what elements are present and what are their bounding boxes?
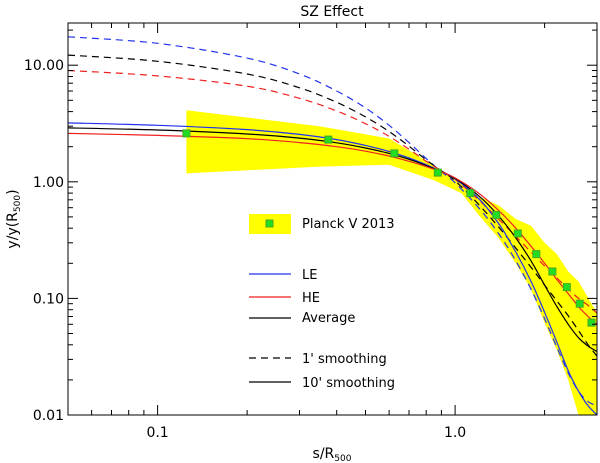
x-tick-label-0: 0.1 [146,425,168,441]
plot-frame [67,22,598,416]
planck-points-layer [182,129,596,327]
series-line-average-1arcmin [68,54,597,357]
planck-data-point-4 [466,189,475,198]
y-tick-label-2: 1.00 [33,175,64,191]
series-line-he-1arcmin [68,69,597,314]
planck-data-point-3 [433,168,442,177]
x-axis-title-subscript: 500 [334,454,351,463]
y-axis-title: y/y(R500) [5,189,23,248]
axis-ticks: 0.1 1.0 0.01 0.10 1.00 10.00 [24,23,598,441]
legend-he-label: HE [302,291,320,306]
planck-data-point-0 [182,129,191,138]
legend-10arcmin-label: 10' smoothing [302,376,395,391]
legend-average-label: Average [302,311,355,326]
x-axis-title-text: s/R [313,446,335,462]
y-axis-title-text: y/y(R [5,212,21,249]
planck-data-point-9 [562,283,571,292]
planck-data-point-10 [575,299,584,308]
y-tick-label-1: 0.10 [33,291,64,307]
planck-data-point-8 [548,267,557,276]
legend-le-label: LE [302,268,317,283]
legend-planck-label: Planck V 2013 [302,217,395,232]
planck-band [186,110,597,415]
planck-data-point-11 [587,318,596,327]
planck-data-point-2 [390,149,399,158]
x-tick-label-1: 1.0 [444,425,466,441]
planck-data-point-1 [324,135,333,144]
y-axis-title-end: ) [5,189,21,194]
legend-planck-marker [265,219,274,228]
series-line-le-10arcmin [68,122,597,415]
planck-data-point-7 [532,250,541,259]
planck-data-point-6 [513,229,522,238]
legend-1arcmin-label: 1' smoothing [302,352,387,367]
y-axis-title-subscript: 500 [13,195,23,212]
planck-band-layer [186,110,597,415]
y-tick-label-3: 10.00 [24,58,64,74]
model-curves-layer [68,36,597,415]
legend: Planck V 2013 LE HE Average 1' smoothing… [249,214,395,391]
series-line-le-1arcmin [68,36,597,407]
chart-title: SZ Effect [300,4,364,20]
y-tick-label-0: 0.01 [33,408,64,424]
planck-data-point-5 [492,210,501,219]
x-axis-title: s/R500 [313,446,352,463]
